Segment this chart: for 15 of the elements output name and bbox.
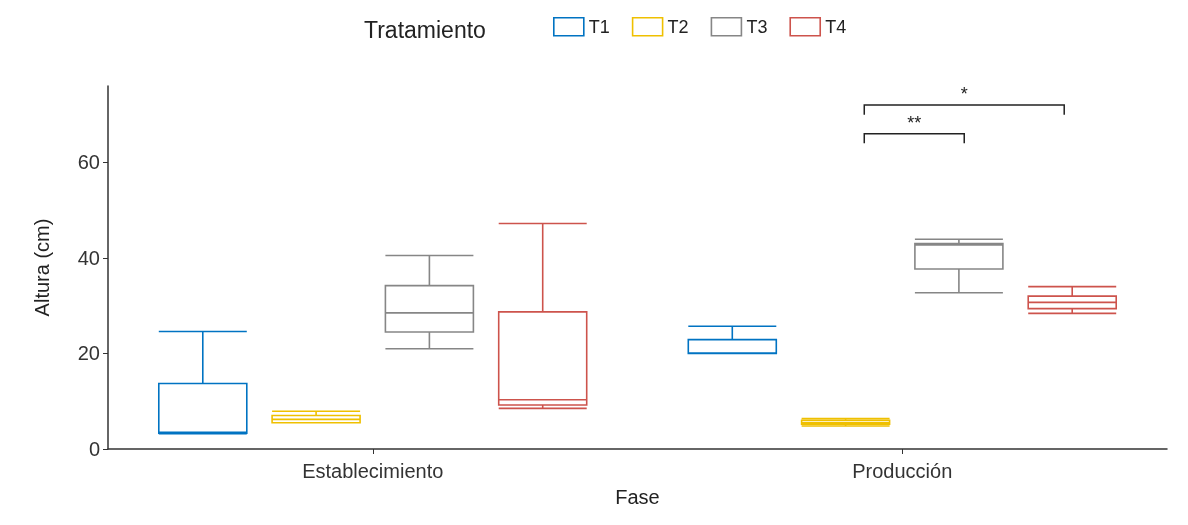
y-tick-label: 20 <box>77 342 100 365</box>
legend-title: Tratamiento <box>364 16 486 43</box>
legend-label: T1 <box>588 16 610 37</box>
legend-label: T3 <box>746 16 768 37</box>
y-tick-label: 0 <box>88 438 100 460</box>
legend-label: T4 <box>825 16 847 37</box>
legend-label: T2 <box>667 16 689 37</box>
y-tick-label: 60 <box>77 151 100 174</box>
annotation: * <box>960 84 968 105</box>
annotation: ** <box>907 112 922 133</box>
x-tick-label: Producción <box>852 460 953 482</box>
x-tick-label: Establecimiento <box>302 460 444 482</box>
y-tick-label: 40 <box>77 246 100 269</box>
x-axis-title: Fase <box>615 486 660 508</box>
y-axis-title: Altura (cm) <box>31 218 53 317</box>
